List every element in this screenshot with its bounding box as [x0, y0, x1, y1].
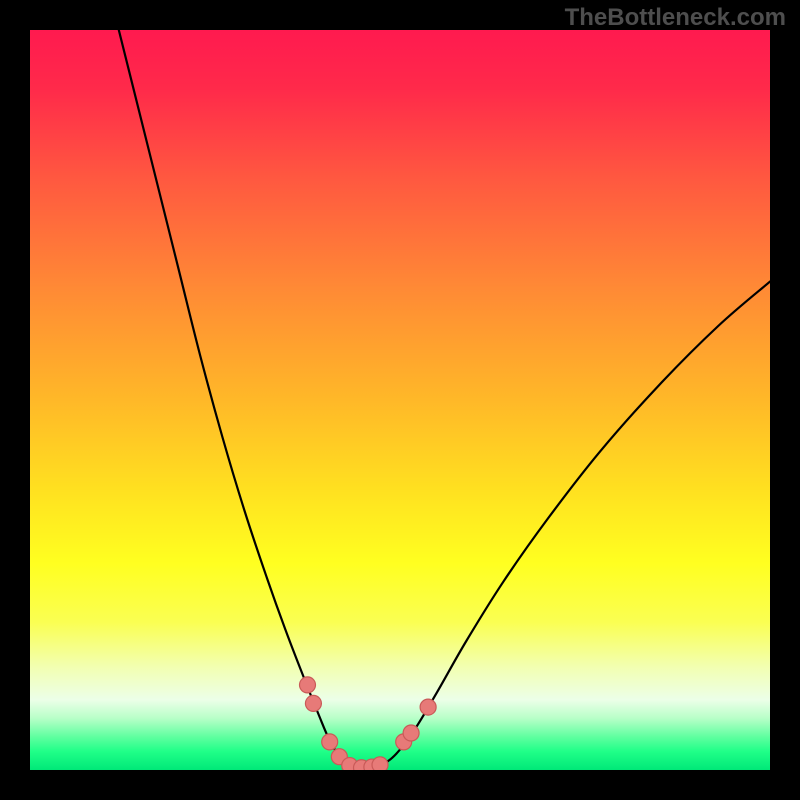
- bottleneck-curve-chart: [0, 0, 800, 800]
- data-marker: [322, 734, 338, 750]
- data-marker: [305, 695, 321, 711]
- data-marker: [372, 757, 388, 773]
- data-marker: [420, 699, 436, 715]
- watermark-text: TheBottleneck.com: [565, 4, 786, 32]
- bottleneck-curve: [119, 30, 770, 769]
- data-marker: [403, 725, 419, 741]
- data-marker: [300, 677, 316, 693]
